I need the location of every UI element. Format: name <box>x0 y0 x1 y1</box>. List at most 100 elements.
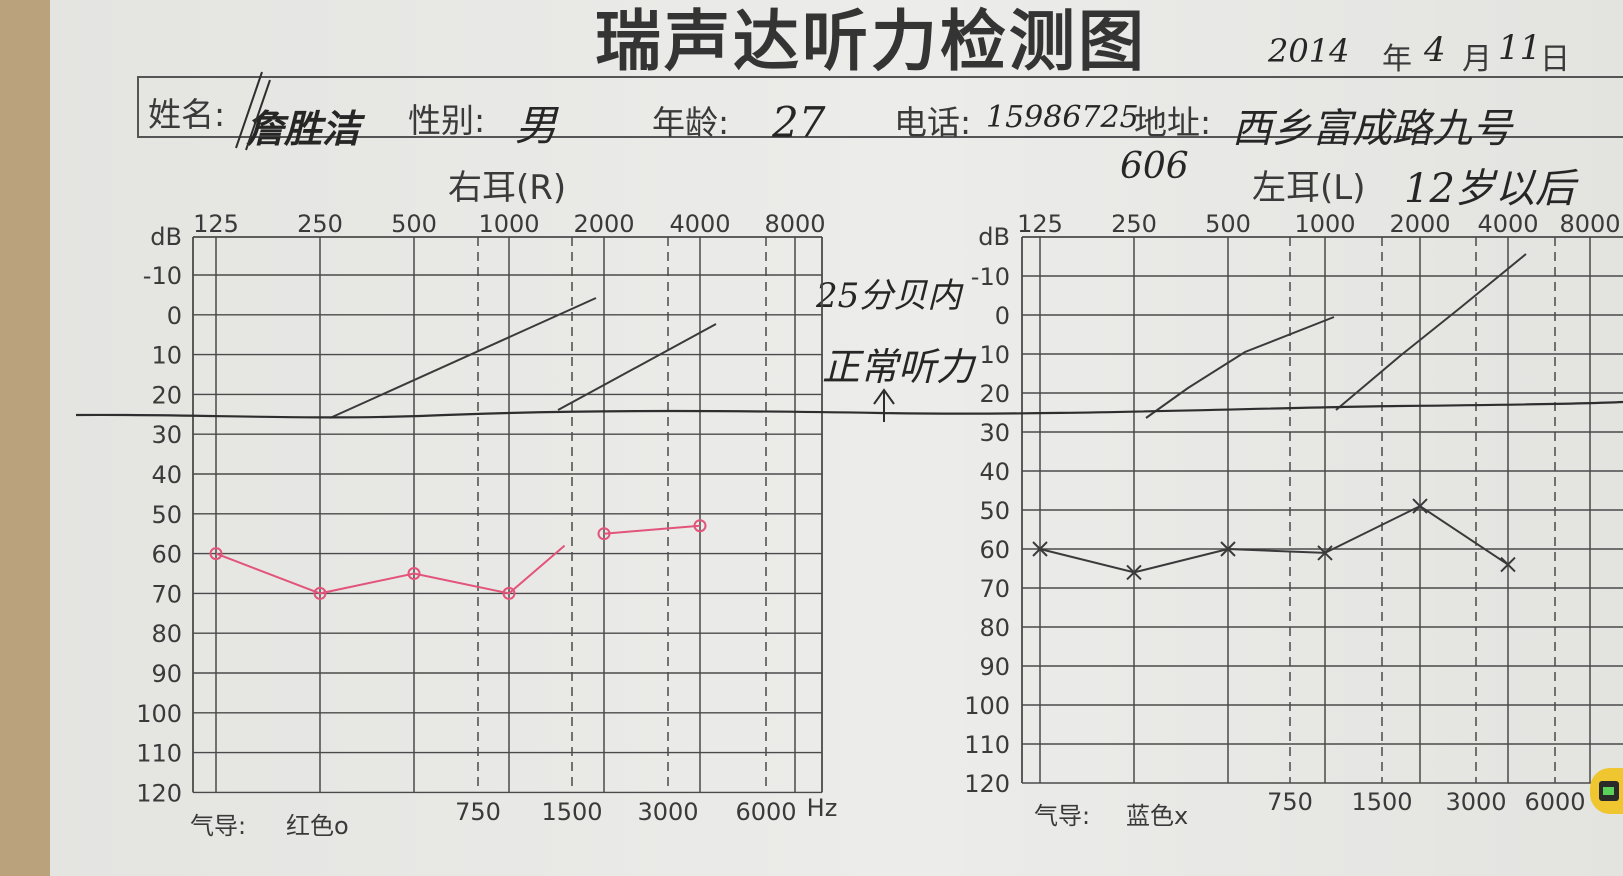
date-month-unit: 月 <box>1462 42 1492 77</box>
data-point-o <box>209 547 223 561</box>
x-tick-label-bottom: 6000 <box>735 798 796 826</box>
hand-indicator-line <box>1335 253 1527 411</box>
y-tick-label: 10 <box>979 341 1010 369</box>
y-tick-label: 50 <box>151 501 182 529</box>
hand-indicator-line <box>1145 316 1335 419</box>
x-tick-label-top: 1000 <box>1294 210 1355 238</box>
x-tick-label-top: 4000 <box>669 210 730 238</box>
left-ear-title: 左耳(L) <box>1252 168 1366 208</box>
left-legend-label: 气导: <box>1034 802 1091 830</box>
data-point-x <box>1032 541 1048 557</box>
x-tick-label-top: 4000 <box>1477 210 1538 238</box>
address-label: 地址: <box>1134 103 1212 142</box>
date-day: 11 <box>1498 28 1542 68</box>
y-tick-label: 30 <box>979 419 1010 447</box>
y-tick-label: dB <box>150 223 182 251</box>
x-tick-label-top: 125 <box>193 210 239 238</box>
x-tick-label-top: 8000 <box>764 210 825 238</box>
left-legend-value: 蓝色x <box>1126 802 1189 830</box>
data-point-x <box>1500 556 1516 573</box>
data-point-x <box>1317 545 1333 561</box>
data-point-x <box>1220 541 1236 557</box>
age-label: 年龄: <box>652 103 730 142</box>
y-tick-label: 120 <box>964 770 1010 798</box>
x-tick-label-bottom: 1500 <box>1351 788 1412 816</box>
x-tick-label-top: 2000 <box>1389 210 1450 238</box>
y-tick-label: 80 <box>151 620 182 648</box>
date-year-unit: 年 <box>1382 42 1412 77</box>
x-tick-label-top: 8000 <box>1559 210 1620 238</box>
y-tick-label: 80 <box>979 614 1010 642</box>
y-tick-label: 20 <box>979 380 1010 408</box>
x-tick-label-bottom: 6000 <box>1524 788 1585 816</box>
data-point-x <box>1412 498 1428 514</box>
y-tick-label: 60 <box>151 541 182 569</box>
date-month: 4 <box>1424 30 1446 70</box>
data-point-o <box>693 519 707 533</box>
y-tick-label: 60 <box>979 536 1010 564</box>
battery-icon <box>1590 768 1623 814</box>
y-tick-label: 0 <box>167 302 182 330</box>
age-value: 27 <box>772 98 826 147</box>
address-extra: 606 <box>1120 146 1189 187</box>
phone-value: 15986725 <box>986 100 1139 135</box>
y-tick-label: 40 <box>979 458 1010 486</box>
x-tick-label-bottom: 1500 <box>541 798 602 826</box>
x-tick-label-top: 1000 <box>478 210 539 238</box>
hand-indicator-line <box>557 323 717 411</box>
y-tick-label: dB <box>978 223 1010 251</box>
x-tick-label-top: 250 <box>297 210 343 238</box>
address-value: 西乡富成路九号 <box>1232 106 1512 152</box>
y-tick-label: 30 <box>151 421 182 449</box>
date-day-unit: 日 <box>1540 42 1570 77</box>
annotation-line2: 正常听力 <box>822 345 975 389</box>
phone-label: 电话: <box>894 103 972 142</box>
series-line <box>603 524 701 535</box>
series-line <box>1039 504 1509 574</box>
y-tick-label: -10 <box>143 262 182 290</box>
right-ear-title: 右耳(R) <box>448 168 567 208</box>
y-tick-label: 100 <box>136 700 182 728</box>
y-tick-label: 120 <box>136 779 182 807</box>
y-tick-label: 20 <box>151 381 182 409</box>
y-tick-label: -10 <box>971 263 1010 291</box>
y-tick-label: 10 <box>151 342 182 370</box>
page-title: 瑞声达听力检测图 <box>595 3 1147 80</box>
data-point-o <box>597 527 611 541</box>
y-tick-label: 110 <box>136 740 182 768</box>
data-point-o <box>502 586 516 600</box>
right-legend-value: 红色o <box>286 812 349 840</box>
x-axis-unit: Hz <box>807 794 838 822</box>
x-tick-label-bottom: 750 <box>1267 788 1313 816</box>
x-tick-label-bottom: 750 <box>455 798 501 826</box>
data-point-x <box>1126 564 1142 581</box>
right-legend-label: 气导: <box>190 812 247 840</box>
patient-info-box <box>137 76 1623 138</box>
date-year: 2014 <box>1268 32 1350 70</box>
data-point-o <box>313 586 327 600</box>
name-value: 詹胜洁 <box>246 106 361 151</box>
name-label: 姓名: <box>148 95 226 134</box>
name-strike-mark <box>235 71 271 151</box>
x-tick-label-top: 125 <box>1017 210 1063 238</box>
x-tick-label-bottom: 3000 <box>1445 788 1506 816</box>
paper-sheet <box>50 0 1623 876</box>
y-tick-label: 90 <box>151 660 182 688</box>
y-tick-label: 0 <box>995 302 1010 330</box>
hand-indicator-line <box>329 297 597 419</box>
x-tick-label-top: 2000 <box>573 210 634 238</box>
y-tick-label: 110 <box>964 731 1010 759</box>
left-ear-note: 12岁以后 <box>1404 166 1575 212</box>
gender-label: 性别: <box>408 101 486 140</box>
series-line <box>215 544 566 595</box>
x-tick-label-top: 500 <box>1205 210 1251 238</box>
y-tick-label: 90 <box>979 653 1010 681</box>
normal-hearing-reference-line <box>75 400 1623 419</box>
y-tick-label: 100 <box>964 692 1010 720</box>
x-tick-label-bottom: 3000 <box>637 798 698 826</box>
x-tick-label-top: 500 <box>391 210 437 238</box>
y-tick-label: 70 <box>151 580 182 608</box>
gender-value: 男 <box>515 101 558 150</box>
y-tick-label: 50 <box>979 497 1010 525</box>
